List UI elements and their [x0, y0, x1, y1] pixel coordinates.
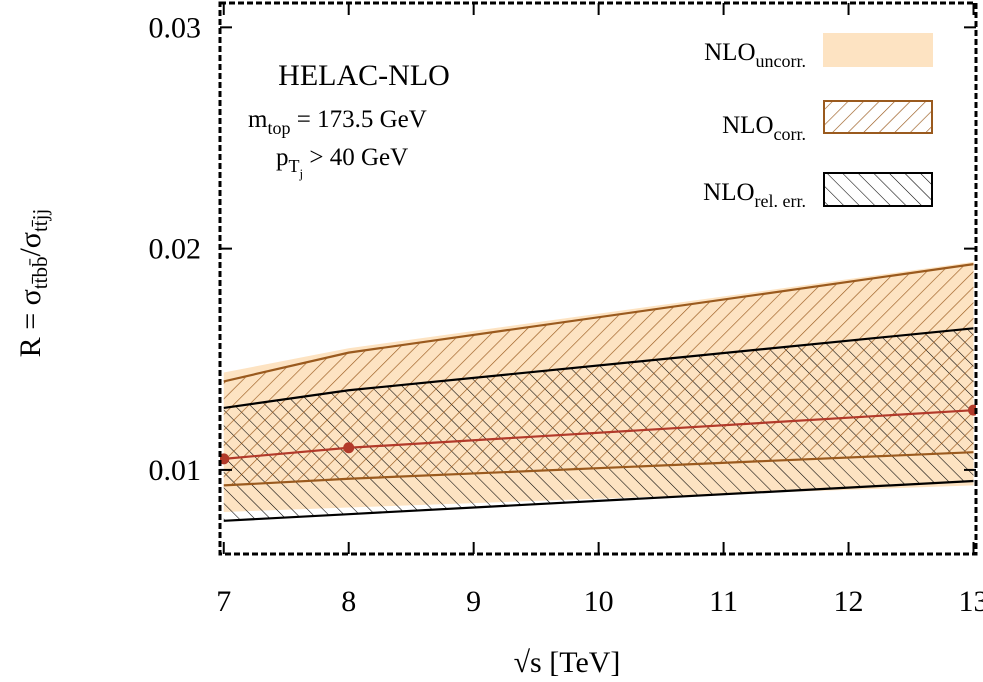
y-tick-label: 0.02	[149, 233, 202, 266]
corr-lower-edge	[223, 451, 974, 487]
central-point	[968, 404, 976, 416]
annotation-mass: mtop = 173.5 GeV	[248, 106, 427, 138]
legend-label-uncorr: NLOuncorr.	[704, 39, 806, 71]
x-tick-label: 8	[341, 585, 356, 618]
x-tick-label: 9	[466, 585, 481, 618]
annotation: HELAC-NLO mtop = 173.5 GeV pTj > 40 GeV	[248, 59, 450, 181]
legend-swatch-corr	[823, 100, 933, 134]
band-corr	[223, 264, 974, 486]
corr-upper-edge	[223, 263, 974, 383]
x-tick-label: 11	[709, 585, 738, 618]
annotation-title: HELAC-NLO	[278, 59, 450, 92]
x-tick-label: 13	[959, 585, 983, 618]
axis-ticks: 7 8 9 10 11 12 13 0.01 0.02 0.03	[149, 3, 983, 618]
legend-swatch-relerr	[823, 172, 933, 207]
legend-entry-relerr: NLOrel. err.	[703, 172, 933, 211]
legend: NLOuncorr. NLOcorr. NLOrel. err.	[703, 33, 933, 211]
legend-entry-corr: NLOcorr.	[722, 100, 933, 144]
bands	[223, 261, 974, 522]
relerr-upper-edge	[223, 327, 974, 410]
central-point	[220, 453, 230, 465]
legend-label-relerr: NLOrel. err.	[703, 179, 806, 211]
central-line-group	[220, 404, 976, 465]
y-axis-title: R = σtt̄bb̄/σtt̄jj	[14, 209, 52, 358]
x-tick-label: 10	[584, 585, 614, 618]
legend-swatch-uncorr	[823, 33, 933, 67]
legend-entry-uncorr: NLOuncorr.	[704, 33, 933, 71]
x-tick-label: 12	[834, 585, 864, 618]
central-point	[343, 442, 355, 454]
x-tick-label: 7	[216, 585, 231, 618]
relerr-lower-edge	[223, 479, 974, 522]
x-axis-title: √s [TeV]	[514, 646, 621, 679]
y-tick-label: 0.03	[149, 11, 202, 44]
legend-label-corr: NLOcorr.	[722, 112, 806, 144]
y-tick-label: 0.01	[149, 454, 202, 487]
annotation-cut: pTj > 40 GeV	[276, 144, 408, 181]
